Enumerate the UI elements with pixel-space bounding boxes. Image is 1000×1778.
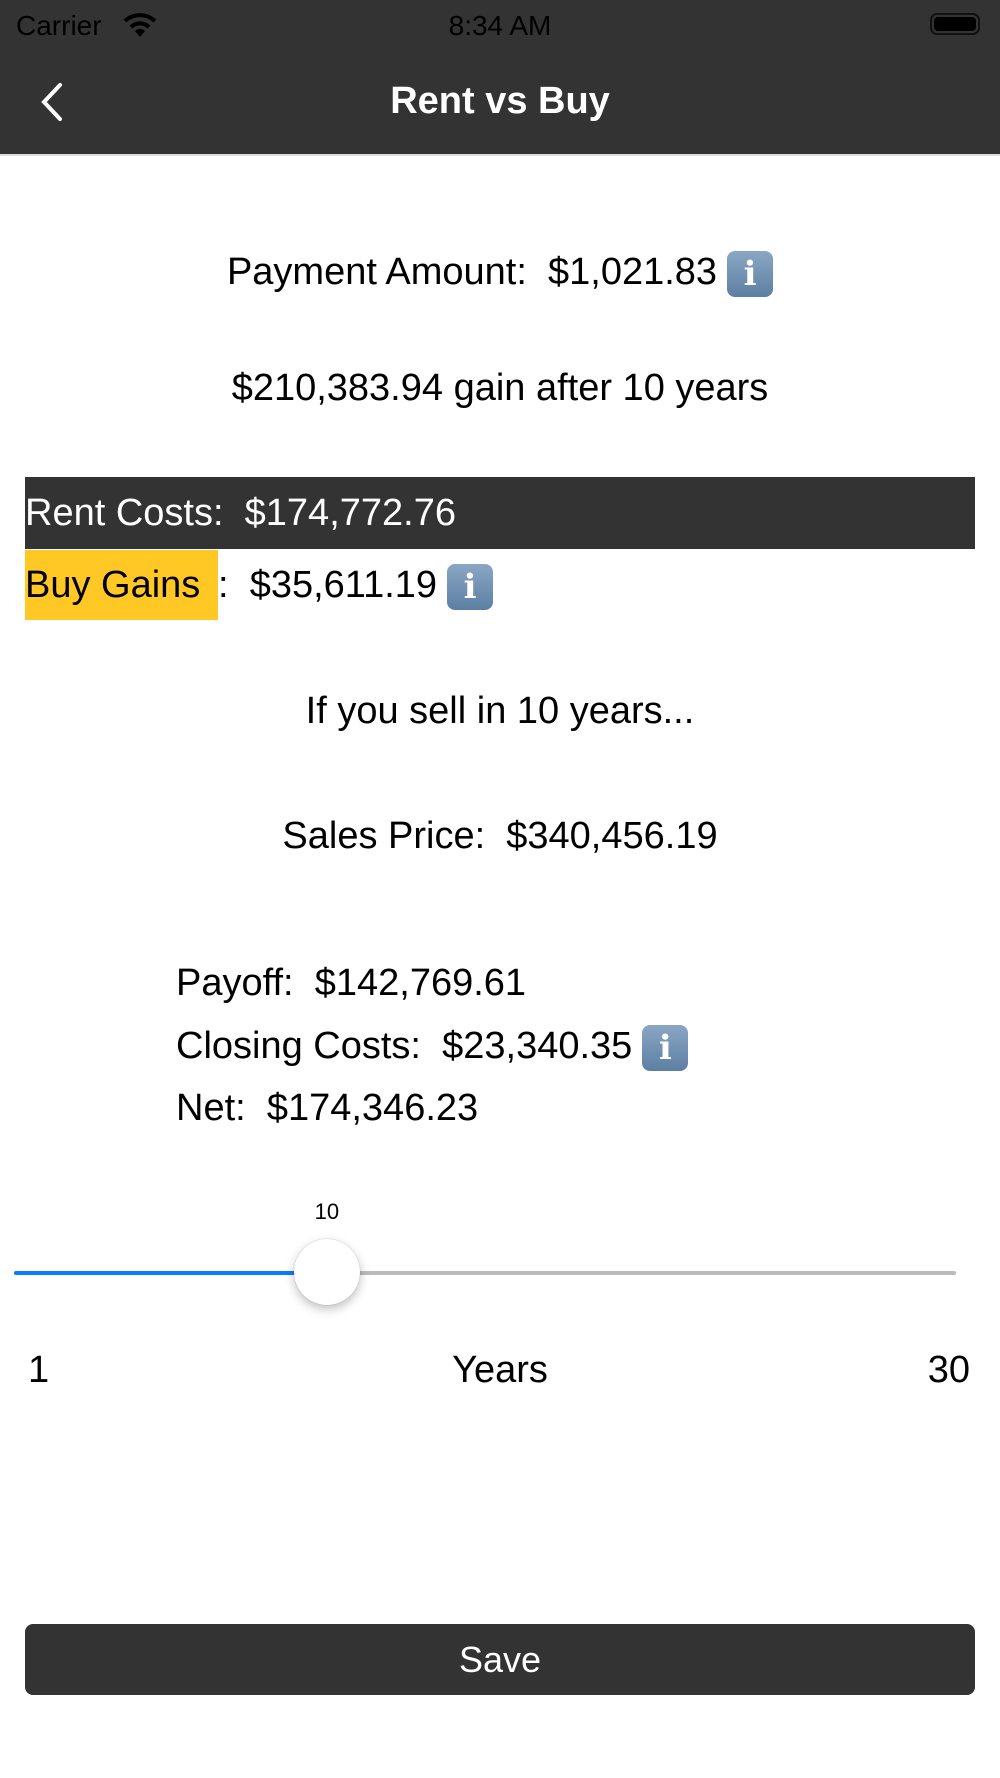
carrier-label: Carrier [16, 10, 102, 41]
slider-track [14, 1271, 956, 1275]
sell-heading: If you sell in 10 years... [305, 690, 695, 732]
time-label: 8:34 AM [448, 10, 552, 41]
buy-gains-value: $35,611.19 [249, 564, 438, 606]
buy-gains-colon: : [218, 564, 229, 606]
wifi-icon [123, 13, 157, 37]
slider-title: Years [452, 1349, 548, 1391]
rent-costs-value: $174,772.76 [244, 492, 456, 534]
slider-min-label: 1 [28, 1349, 50, 1391]
chevron-left-icon[interactable] [40, 82, 64, 122]
net-row: Net: $174,346.23 [176, 1086, 478, 1130]
nav-bar: Rent vs Buy [0, 52, 1000, 156]
buy-gains-row: Buy Gains: $35,611.19 i [25, 550, 494, 620]
info-icon[interactable]: i [727, 250, 774, 297]
payment-value: $1,021.83 [548, 251, 718, 293]
closing-costs-value: $23,340.35 [442, 1025, 633, 1067]
sales-price-value: $340,456.19 [506, 815, 718, 857]
info-icon[interactable]: i [642, 1024, 689, 1071]
buy-gains-label: Buy Gains [25, 564, 201, 606]
sales-price-row: Sales Price: $340,456.19 [0, 814, 1000, 858]
slider-fill [14, 1271, 327, 1275]
closing-costs-row: Closing Costs: $23,340.35 i [176, 1024, 689, 1071]
payoff-value: $142,769.61 [314, 962, 527, 1004]
slider-max-label: 30 [927, 1349, 970, 1391]
payment-amount-row: Payment Amount: $1,021.83 i [0, 250, 1000, 297]
years-slider[interactable]: 10 [14, 1199, 956, 1320]
payoff-row: Payoff: $142,769.61 [176, 961, 526, 1005]
rent-costs-label: Rent Costs: [25, 492, 224, 534]
save-button[interactable]: Save [25, 1624, 975, 1695]
payoff-label: Payoff: [176, 962, 294, 1004]
battery-icon [930, 13, 980, 35]
net-value: $174,346.23 [266, 1087, 479, 1129]
info-icon[interactable]: i [447, 563, 494, 610]
page-title: Rent vs Buy [390, 80, 610, 122]
status-bar: Carrier 8:34 AM [0, 0, 1000, 52]
sales-price-label: Sales Price: [282, 815, 486, 857]
rent-costs-bar: Rent Costs: $174,772.76 [25, 477, 975, 549]
slider-thumb[interactable] [293, 1239, 360, 1305]
payment-label: Payment Amount: [226, 251, 527, 293]
gain-summary: $210,383.94 gain after 10 years [231, 367, 769, 409]
closing-costs-label: Closing Costs: [176, 1025, 421, 1067]
slider-value-label: 10 [314, 1199, 340, 1224]
net-label: Net: [176, 1087, 246, 1129]
